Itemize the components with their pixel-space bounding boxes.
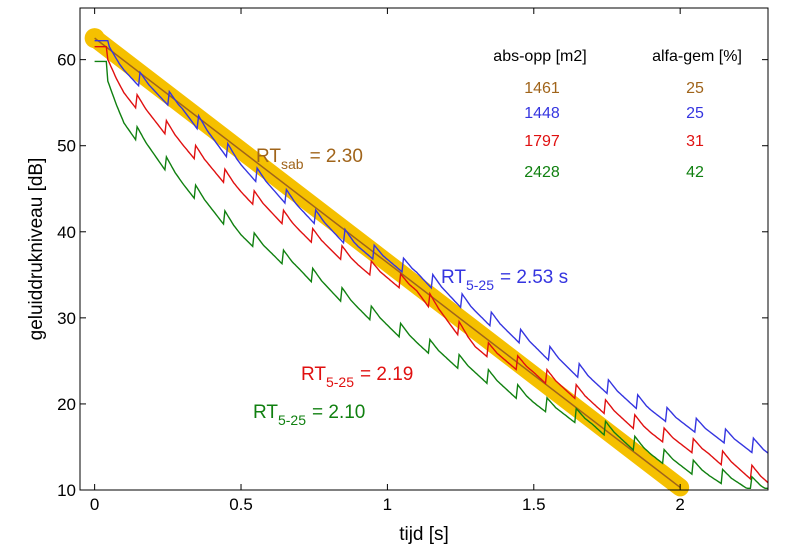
annotation-rt-red: RT5-25 = 2.19 (301, 364, 413, 390)
annotation-rt-green: RT5-25 = 2.10 (253, 402, 365, 428)
y-tick-label: 60 (57, 51, 76, 70)
table-abs-value: 1797 (524, 133, 560, 150)
annotation-rt-blue: RT5-25 = 2.53 s (441, 267, 568, 293)
x-tick-label: 1.5 (522, 495, 546, 514)
table-abs-value: 2428 (524, 164, 560, 181)
series-layer (94, 37, 769, 489)
table-alfa-value: 31 (686, 133, 704, 150)
plot-background (80, 8, 768, 490)
annotation-rt-sab: RTsab = 2.30 (256, 146, 363, 172)
x-tick-label: 2 (675, 495, 684, 514)
table-alfa-value: 25 (686, 80, 704, 97)
y-axis-label: geluiddrukniveau [dB] (26, 158, 47, 341)
table-alfa-value: 42 (686, 164, 704, 181)
series-line-blue (94, 40, 769, 454)
y-tick-label: 30 (57, 309, 76, 328)
x-tick-label: 0.5 (229, 495, 253, 514)
plot-frame (79, 7, 769, 491)
y-tick-label: 50 (57, 137, 76, 156)
legend-table: abs-opp [m2] alfa-gem [%] 1461 25 1448 2… (493, 48, 742, 181)
table-header-alfa: alfa-gem [%] (652, 48, 742, 65)
x-tick-label: 1 (383, 495, 392, 514)
table-abs-value: 1461 (524, 80, 560, 97)
tick-layer: 0 0.5 1 1.5 2 10 20 30 40 50 60 (57, 8, 768, 514)
table-alfa-value: 25 (686, 105, 704, 122)
table-header-abs: abs-opp [m2] (493, 48, 586, 65)
y-tick-label: 20 (57, 395, 76, 414)
y-tick-label: 10 (57, 481, 76, 500)
series-line-green (94, 60, 768, 489)
x-axis-label: tijd [s] (399, 524, 449, 545)
x-tick-label: 0 (90, 495, 99, 514)
y-tick-label: 40 (57, 223, 76, 242)
table-abs-value: 1448 (524, 105, 560, 122)
series-line-red (94, 46, 769, 484)
series-line-brown (94, 37, 681, 489)
